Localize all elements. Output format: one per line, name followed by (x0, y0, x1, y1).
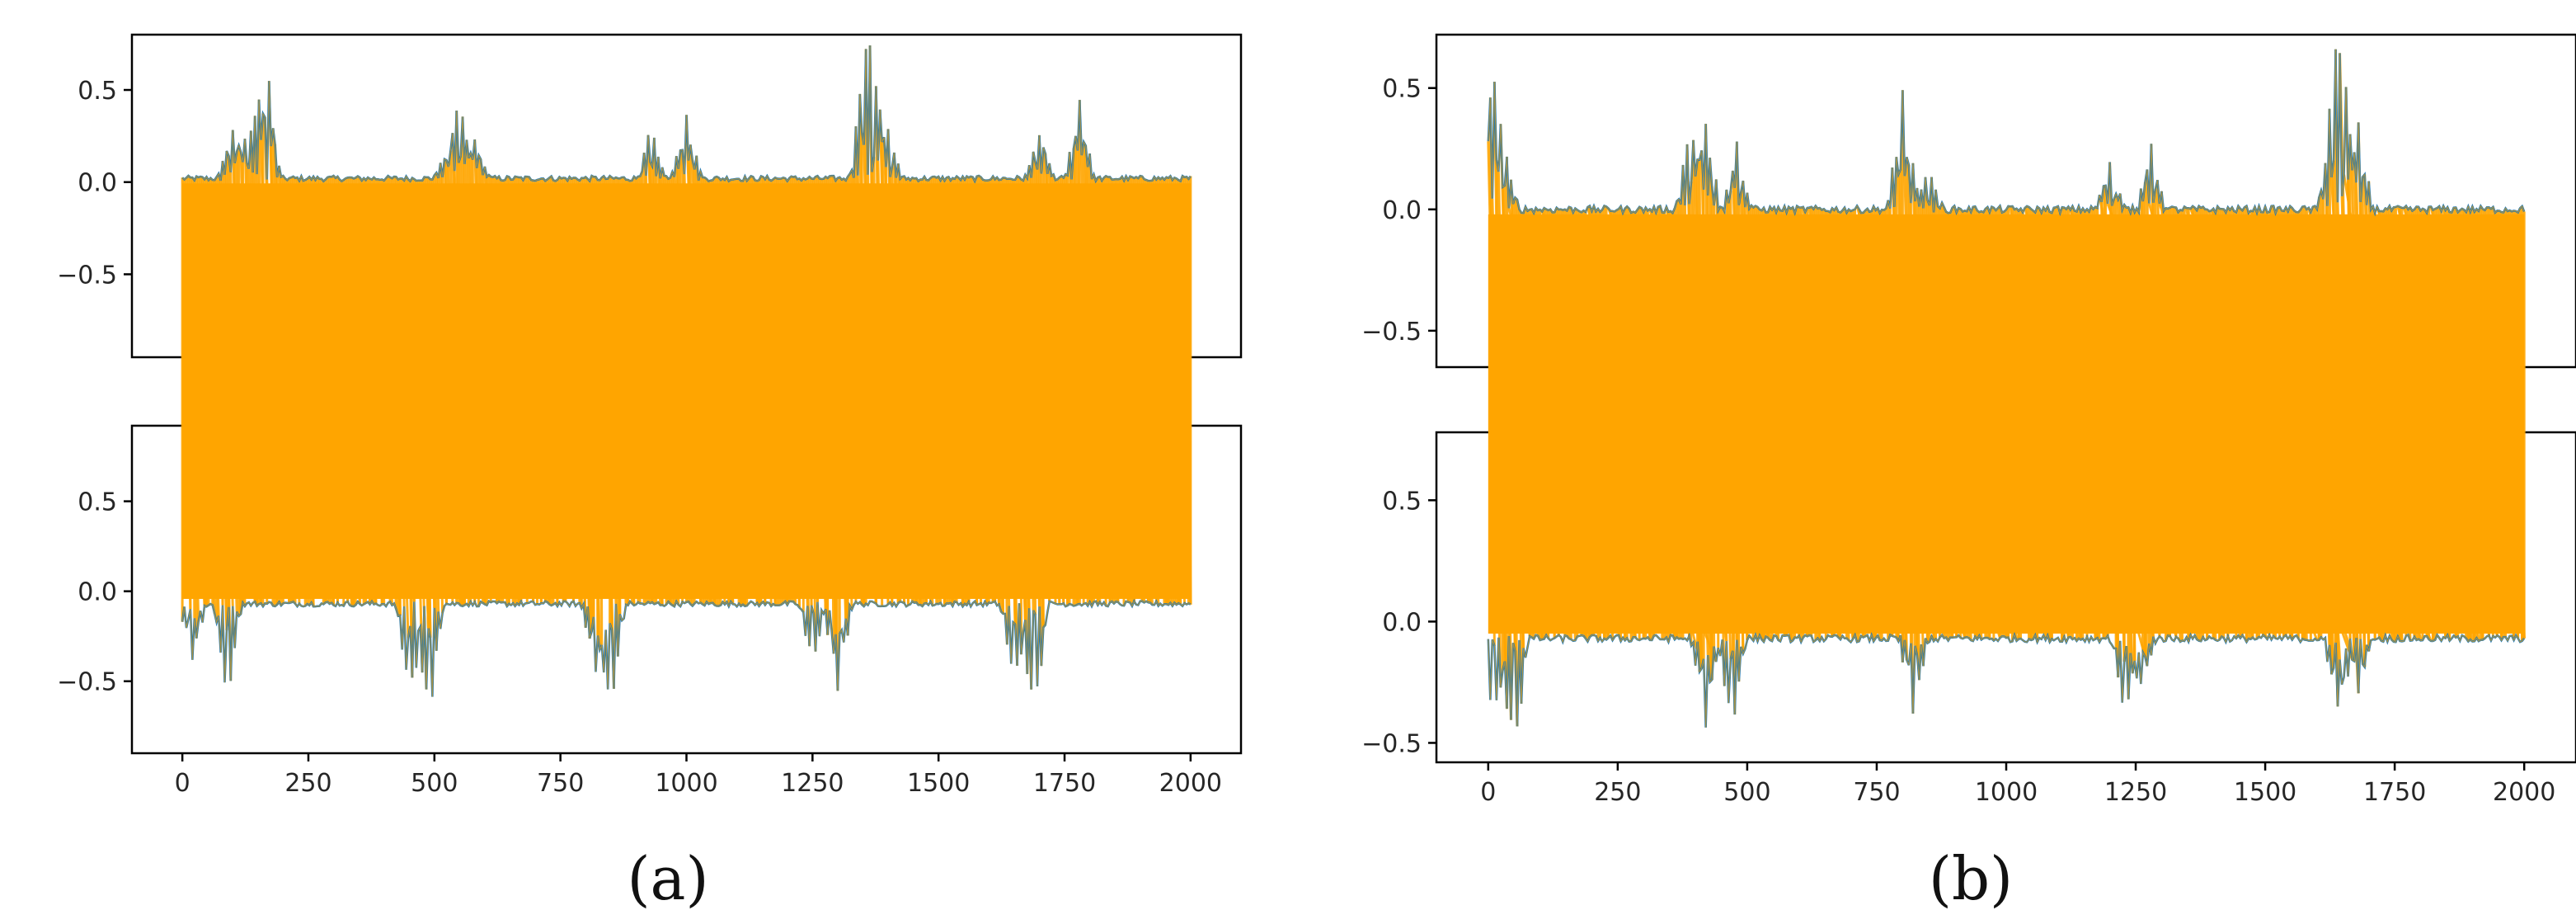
overlay-band-a (181, 45, 1192, 691)
x-tick-label: 750 (537, 769, 584, 798)
x-tick-label: 250 (1594, 778, 1641, 807)
x-tick-label: 1250 (2104, 778, 2167, 807)
x-tick-label: 1500 (907, 769, 970, 798)
overlay-band-b (1487, 49, 2526, 727)
y-tick-label: 0.5 (78, 77, 117, 106)
overlay-trace-b-bottom (1488, 633, 2525, 728)
x-tick-label: 500 (1723, 778, 1770, 807)
overlay-trace-a-bottom (181, 600, 1192, 697)
x-tick-label: 500 (411, 769, 458, 798)
y-tick-label: 0.0 (1382, 608, 1422, 637)
y-tick-label: 0.0 (78, 578, 117, 607)
x-tick-label: 1000 (1975, 778, 2038, 807)
overlay-fill-b (1488, 214, 2525, 634)
x-tick-label: 1750 (1033, 769, 1096, 798)
caption-a: (a) (627, 844, 708, 913)
x-tick-label: 2000 (1159, 769, 1222, 798)
overlay-fill-a (182, 183, 1191, 599)
overlay-trace-a-top (181, 45, 1192, 182)
x-tick-label: 750 (1853, 778, 1900, 807)
x-tick-label: 0 (1480, 778, 1496, 807)
overlay-trace-b-top (1488, 49, 2525, 215)
y-tick-label: −0.5 (1361, 729, 1422, 758)
x-tick-label: 1250 (781, 769, 844, 798)
y-tick-label: 0.5 (1382, 75, 1422, 104)
y-tick-label: 0.5 (78, 488, 117, 517)
y-tick-label: 0.0 (1382, 196, 1422, 225)
caption-b: (b) (1929, 844, 2013, 913)
y-tick-label: 0.0 (78, 169, 117, 198)
x-tick-label: 1750 (2363, 778, 2426, 807)
x-tick-label: 1000 (655, 769, 717, 798)
y-tick-label: −0.5 (57, 261, 117, 290)
chart-b: 0.5 0.0 −0.5 0.5 0.0 −0.5 0 250 500 750 1000 1250 15… (1361, 33, 2576, 807)
y-tick-label: −0.5 (1361, 318, 1422, 346)
x-tick-label: 2000 (2493, 778, 2555, 807)
x-tick-label: 0 (175, 769, 190, 798)
series-line-b-top (1487, 49, 2526, 217)
chart-a: 0.5 0.0 −0.5 0.5 0.0 −0.5 0 250 500 750 1000 1250 15… (57, 33, 1243, 798)
x-tick-label: 250 (284, 769, 331, 798)
y-tick-label: 0.5 (1382, 487, 1422, 516)
y-tick-label: −0.5 (57, 668, 117, 697)
x-tick-label: 1500 (2234, 778, 2296, 807)
